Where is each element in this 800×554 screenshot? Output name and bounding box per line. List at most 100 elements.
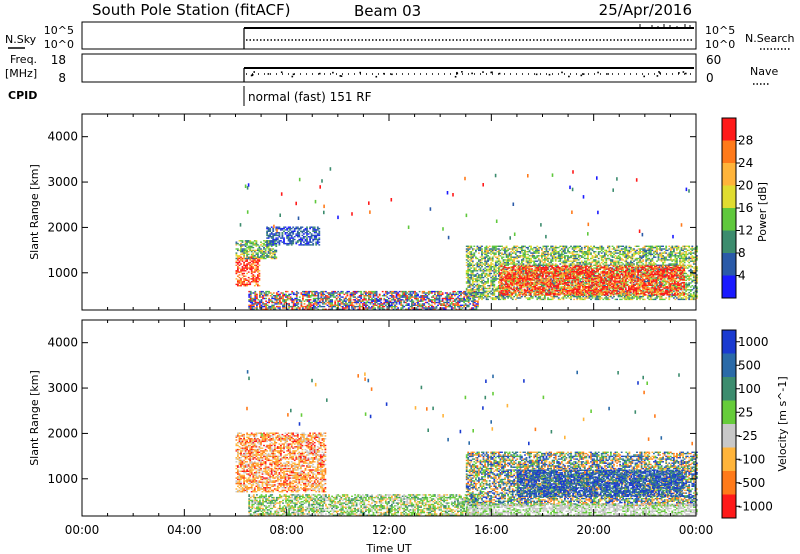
echo-cell xyxy=(556,289,559,291)
echo-cell xyxy=(619,256,621,258)
echo-cell xyxy=(597,298,600,301)
echo-cell xyxy=(377,307,379,309)
echo-cell xyxy=(583,282,586,284)
echo-cell xyxy=(583,294,586,296)
echo-cell xyxy=(481,245,483,247)
echo-cell xyxy=(537,293,540,295)
echo-cell xyxy=(289,293,292,296)
echo-cell xyxy=(263,244,265,246)
echo-cell xyxy=(613,279,615,281)
echo-cell xyxy=(243,251,245,253)
echo-cell xyxy=(594,295,597,298)
echo-cell xyxy=(479,293,482,295)
echo-cell xyxy=(620,257,623,260)
echo-cell xyxy=(496,289,499,291)
echo-cell xyxy=(567,257,569,260)
echo-cell xyxy=(608,245,611,247)
echo-cell xyxy=(358,296,361,298)
echo-cell xyxy=(545,248,548,250)
echo-cell xyxy=(424,295,427,297)
echo-cell xyxy=(275,238,278,241)
echo-cell xyxy=(519,248,522,250)
echo-cell xyxy=(530,274,532,276)
echo-cell xyxy=(296,233,299,235)
echo-cell xyxy=(464,293,467,296)
echo-cell xyxy=(487,270,489,272)
echo-cell xyxy=(623,255,626,257)
echo-cell xyxy=(358,290,361,293)
echo-cell xyxy=(628,268,631,271)
echo-cell xyxy=(303,244,305,246)
echo-cell xyxy=(599,282,602,284)
echo-cell xyxy=(541,248,543,250)
echo-cell xyxy=(504,283,506,286)
echo-cell xyxy=(530,257,532,260)
echo-cell xyxy=(358,299,361,301)
echo-cell xyxy=(429,307,432,309)
echo-cell xyxy=(458,301,461,304)
echo-cell xyxy=(528,249,531,252)
echo-cell xyxy=(304,242,307,245)
nave-dot xyxy=(471,72,473,75)
echo-cell xyxy=(337,303,340,305)
echo-cell xyxy=(460,297,462,300)
echo-cell xyxy=(257,303,260,305)
echo-cell xyxy=(309,308,312,310)
echo-cell xyxy=(349,304,352,306)
echo-cell xyxy=(458,292,461,294)
echo-cell xyxy=(634,267,637,269)
echo-cell xyxy=(610,295,612,298)
echo-cell xyxy=(576,278,579,280)
echo-cell xyxy=(491,248,494,250)
echo-cell xyxy=(547,253,549,256)
echo-cell xyxy=(297,292,300,294)
echo-cell xyxy=(596,248,598,250)
echo-cell xyxy=(326,301,329,304)
echo-cell xyxy=(258,260,261,262)
echo-cell xyxy=(619,286,621,288)
echo-cell xyxy=(487,287,489,290)
echo-cell xyxy=(553,295,555,298)
echo-cell xyxy=(600,261,603,264)
echo-cell xyxy=(271,305,274,308)
echo-cell xyxy=(475,279,477,281)
echo-cell xyxy=(280,229,282,231)
echo-cell xyxy=(614,255,617,257)
echo-cell xyxy=(246,241,248,243)
echo-cell xyxy=(631,259,634,261)
echo-cell xyxy=(304,240,307,242)
echo-cell xyxy=(533,256,536,258)
echo-cell xyxy=(466,296,469,298)
echo-cell xyxy=(249,257,252,260)
echo-cell xyxy=(450,307,453,309)
echo-cell xyxy=(630,298,632,301)
echo-cell xyxy=(502,248,505,250)
echo-cell xyxy=(608,253,611,256)
echo-cell xyxy=(281,241,284,243)
echo-cell xyxy=(557,256,560,258)
echo-cell xyxy=(484,252,486,254)
echo-cell xyxy=(527,256,529,258)
echo-cell xyxy=(636,267,638,269)
echo-cell xyxy=(348,297,350,300)
echo-cell xyxy=(263,251,265,253)
echo-cell xyxy=(471,274,474,276)
echo-cell xyxy=(307,244,310,246)
echo-cell xyxy=(541,283,543,286)
echo-cell xyxy=(597,261,600,264)
echo-cell xyxy=(465,251,468,253)
echo-cell xyxy=(633,294,635,296)
echo-cell xyxy=(424,292,427,294)
echo-cell xyxy=(605,289,608,291)
echo-cell xyxy=(637,257,640,260)
echo-cell xyxy=(553,256,555,258)
echo-cell xyxy=(380,304,383,306)
echo-cell xyxy=(567,260,569,262)
echo-cell xyxy=(610,260,612,262)
echo-cell xyxy=(306,290,309,293)
echo-cell xyxy=(594,251,597,253)
echo-cell xyxy=(389,292,392,294)
echo-cell xyxy=(622,270,625,272)
echo-cell xyxy=(257,274,259,276)
echo-cell xyxy=(467,255,470,257)
